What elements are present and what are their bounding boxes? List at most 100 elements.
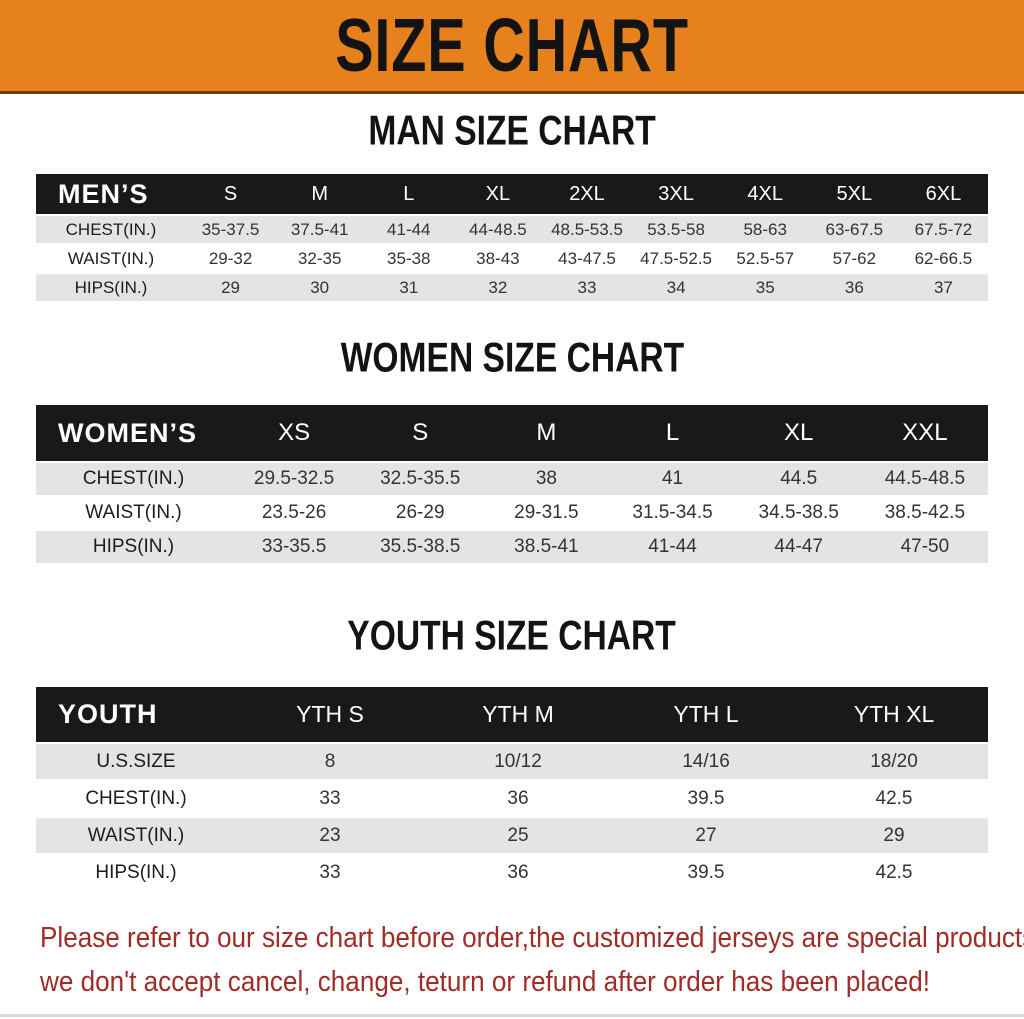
size-value-cell: 44-47 [735,531,862,565]
size-value-cell: 10/12 [424,744,612,781]
man-size-section: MAN SIZE CHART MEN’S S M L XL 2XL 3XL 4XL 5XL 6XL… [0,107,1024,303]
measurement-label: HIPS(IN.) [36,855,236,892]
size-column-header: XL [735,405,862,463]
size-value-cell: 29 [800,818,988,855]
measurement-label: CHEST(IN.) [36,463,231,497]
size-value-cell: 35-38 [364,245,454,274]
womens-table-header-row: WOMEN’S XS S M L XL XXL [36,405,988,463]
size-value-cell: 29-31.5 [483,497,610,531]
size-column-header: S [186,174,276,216]
size-value-cell: 32-35 [275,245,365,274]
measurement-label: CHEST(IN.) [36,781,236,818]
size-column-header: XXL [861,405,988,463]
footer-notice: Please refer to our size chart before or… [40,916,1024,1004]
women-section-heading-text: WOMEN SIZE CHART [340,334,684,382]
size-value-cell: 8 [236,744,424,781]
table-row: CHEST(IN.) 29.5-32.5 32.5-35.5 38 41 44.5 44.5… [36,463,988,497]
banner: SIZE CHART [0,0,1024,94]
size-value-cell: 36 [809,274,899,303]
measurement-label: U.S.SIZE [36,744,236,781]
size-value-cell: 41 [609,463,736,497]
size-column-header: YTH L [612,687,800,744]
size-value-cell: 18/20 [800,744,988,781]
womens-table-head: WOMEN’S XS S M L XL XXL [36,405,988,463]
table-row: WAIST(IN.) 23.5-26 26-29 29-31.5 31.5-34.5 34… [36,497,988,531]
measurement-label: HIPS(IN.) [36,274,186,303]
size-value-cell: 36 [424,855,612,892]
size-value-cell: 23 [236,818,424,855]
size-value-cell: 29.5-32.5 [231,463,358,497]
size-value-cell: 29-32 [186,245,276,274]
youth-table-head: YOUTH YTH S YTH M YTH L YTH XL [36,687,988,744]
size-value-cell: 34.5-38.5 [735,497,862,531]
size-value-cell: 14/16 [612,744,800,781]
size-column-header: M [275,174,365,216]
mens-size-table: MEN’S S M L XL 2XL 3XL 4XL 5XL 6XL CHEST(IN.) 35-3… [36,174,988,303]
size-value-cell: 67.5-72 [898,216,988,245]
size-column-header: YTH M [424,687,612,744]
size-value-cell: 30 [275,274,365,303]
man-section-heading-text: MAN SIZE CHART [368,107,656,155]
size-column-header: L [609,405,736,463]
size-value-cell: 44.5-48.5 [861,463,988,497]
size-value-cell: 33 [236,781,424,818]
youth-size-table: YOUTH YTH S YTH M YTH L YTH XL U.S.SIZE 8 10/1… [36,687,988,892]
measurement-label: CHEST(IN.) [36,216,186,245]
size-column-header: S [357,405,484,463]
table-row: CHEST(IN.) 35-37.5 37.5-41 41-44 44-48.5 48.5… [36,216,988,245]
size-value-cell: 32 [453,274,543,303]
size-value-cell: 36 [424,781,612,818]
size-value-cell: 38 [483,463,610,497]
size-value-cell: 27 [612,818,800,855]
man-section-heading: MAN SIZE CHART [0,107,1024,161]
size-value-cell: 37.5-41 [275,216,365,245]
size-value-cell: 26-29 [357,497,484,531]
banner-title: SIZE CHART [335,3,689,88]
size-value-cell: 37 [898,274,988,303]
size-column-header: 3XL [631,174,721,216]
size-value-cell: 43-47.5 [542,245,632,274]
table-row: HIPS(IN.) 33 36 39.5 42.5 [36,855,988,892]
size-value-cell: 39.5 [612,781,800,818]
women-section-heading: WOMEN SIZE CHART [0,334,1024,388]
size-value-cell: 38.5-41 [483,531,610,565]
table-row: WAIST(IN.) 23 25 27 29 [36,818,988,855]
womens-size-table: WOMEN’S XS S M L XL XXL CHEST(IN.) 29.5-32.5 32.… [36,405,988,565]
youth-section-heading: YOUTH SIZE CHART [0,612,1024,666]
size-value-cell: 47-50 [861,531,988,565]
table-corner-label: YOUTH [36,687,236,744]
size-value-cell: 25 [424,818,612,855]
size-value-cell: 62-66.5 [898,245,988,274]
table-row: HIPS(IN.) 29 30 31 32 33 34 35 36 37 [36,274,988,303]
size-column-header: L [364,174,454,216]
youth-table-header-row: YOUTH YTH S YTH M YTH L YTH XL [36,687,988,744]
size-value-cell: 34 [631,274,721,303]
womens-table-body: CHEST(IN.) 29.5-32.5 32.5-35.5 38 41 44.5 44.5… [36,463,988,565]
measurement-label: WAIST(IN.) [36,245,186,274]
mens-table-body: CHEST(IN.) 35-37.5 37.5-41 41-44 44-48.5 48.5… [36,216,988,303]
size-column-header: 4XL [720,174,810,216]
size-value-cell: 38.5-42.5 [861,497,988,531]
size-value-cell: 44-48.5 [453,216,543,245]
youth-size-section: YOUTH SIZE CHART YOUTH YTH S YTH M YTH L YTH… [0,612,1024,892]
table-corner-label: WOMEN’S [36,405,231,463]
size-value-cell: 42.5 [800,855,988,892]
table-row: HIPS(IN.) 33-35.5 35.5-38.5 38.5-41 41-44 44-… [36,531,988,565]
size-column-header: XL [453,174,543,216]
mens-table-header-row: MEN’S S M L XL 2XL 3XL 4XL 5XL 6XL [36,174,988,216]
table-row: CHEST(IN.) 33 36 39.5 42.5 [36,781,988,818]
size-value-cell: 53.5-58 [631,216,721,245]
measurement-label: HIPS(IN.) [36,531,231,565]
size-value-cell: 31.5-34.5 [609,497,736,531]
size-value-cell: 38-43 [453,245,543,274]
size-value-cell: 31 [364,274,454,303]
measurement-label: WAIST(IN.) [36,497,231,531]
size-column-header: YTH S [236,687,424,744]
size-column-header: 2XL [542,174,632,216]
footer-notice-line2: we don't accept cancel, change, teturn o… [40,966,931,998]
size-value-cell: 29 [186,274,276,303]
size-value-cell: 52.5-57 [720,245,810,274]
size-column-header: XS [231,405,358,463]
size-value-cell: 41-44 [609,531,736,565]
size-value-cell: 35.5-38.5 [357,531,484,565]
